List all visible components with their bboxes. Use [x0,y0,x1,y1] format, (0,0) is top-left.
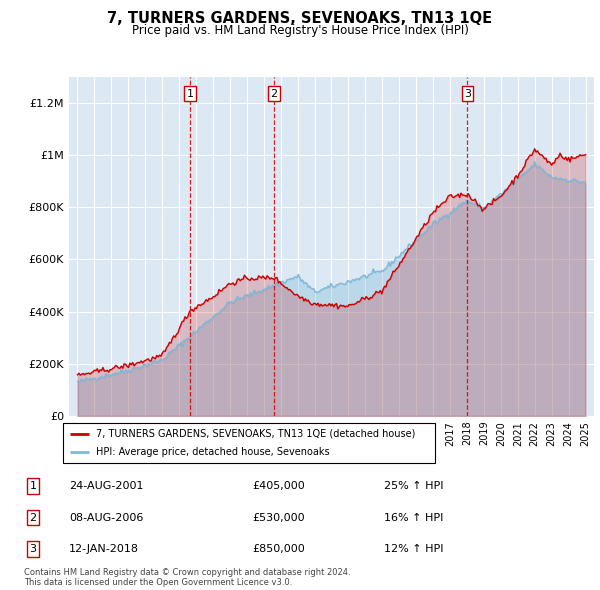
Text: HPI: Average price, detached house, Sevenoaks: HPI: Average price, detached house, Seve… [97,447,330,457]
Text: 7, TURNERS GARDENS, SEVENOAKS, TN13 1QE (detached house): 7, TURNERS GARDENS, SEVENOAKS, TN13 1QE … [97,429,416,439]
Text: 2: 2 [29,513,37,523]
Text: 3: 3 [29,544,37,554]
Text: Price paid vs. HM Land Registry's House Price Index (HPI): Price paid vs. HM Land Registry's House … [131,24,469,37]
Text: £530,000: £530,000 [252,513,305,523]
Text: 12% ↑ HPI: 12% ↑ HPI [384,544,443,554]
Text: £405,000: £405,000 [252,481,305,491]
Text: 2: 2 [271,88,277,99]
Text: 08-AUG-2006: 08-AUG-2006 [69,513,143,523]
FancyBboxPatch shape [63,423,435,463]
Text: 1: 1 [29,481,37,491]
Text: Contains HM Land Registry data © Crown copyright and database right 2024.: Contains HM Land Registry data © Crown c… [24,568,350,577]
Text: 12-JAN-2018: 12-JAN-2018 [69,544,139,554]
Text: This data is licensed under the Open Government Licence v3.0.: This data is licensed under the Open Gov… [24,578,292,587]
Text: 3: 3 [464,88,471,99]
Text: 16% ↑ HPI: 16% ↑ HPI [384,513,443,523]
Text: £850,000: £850,000 [252,544,305,554]
Text: 25% ↑ HPI: 25% ↑ HPI [384,481,443,491]
Text: 24-AUG-2001: 24-AUG-2001 [69,481,143,491]
Text: 1: 1 [187,88,194,99]
Text: 7, TURNERS GARDENS, SEVENOAKS, TN13 1QE: 7, TURNERS GARDENS, SEVENOAKS, TN13 1QE [107,11,493,25]
